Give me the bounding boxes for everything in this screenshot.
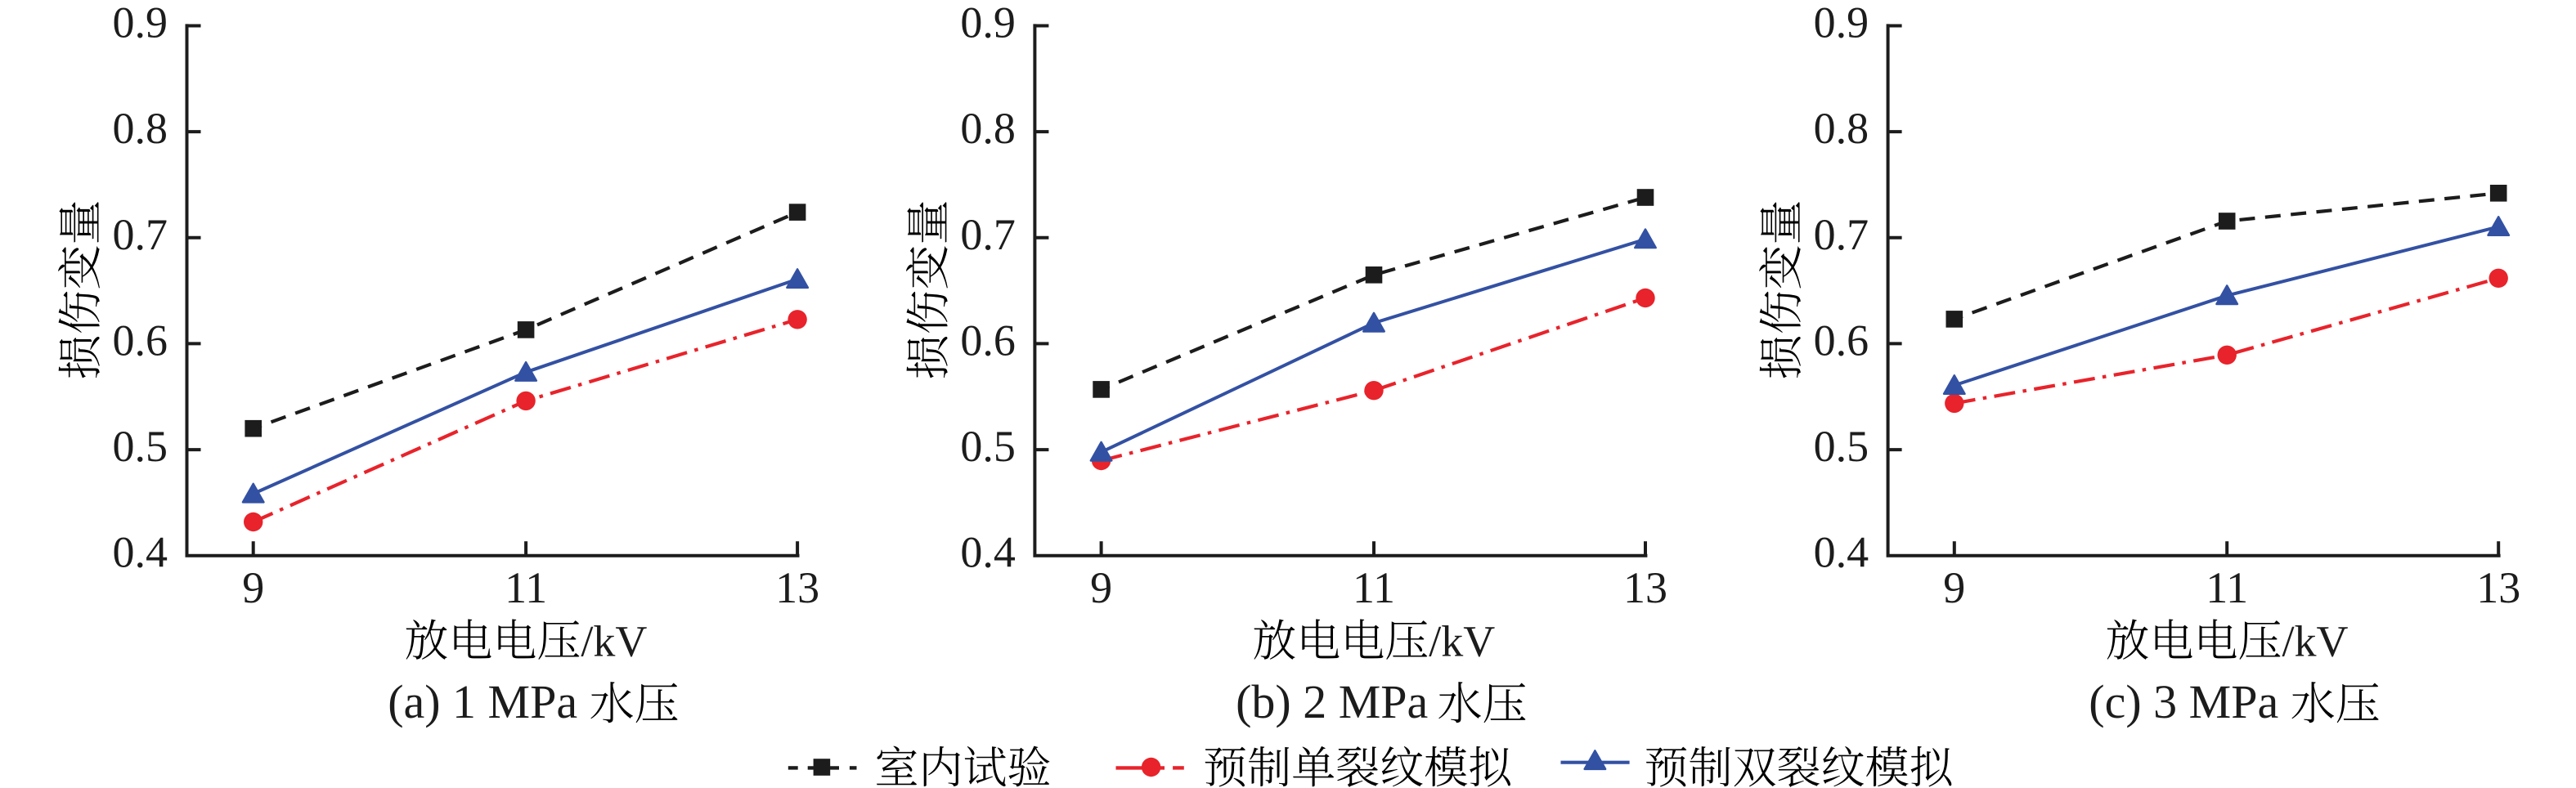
svg-text:0.9: 0.9 — [113, 0, 168, 47]
svg-text:(a) 1 MPa: (a) 1 MPa — [388, 675, 577, 728]
svg-text:13: 13 — [2476, 563, 2520, 612]
svg-text:9: 9 — [1943, 563, 1965, 612]
svg-text:/kV: /kV — [581, 617, 647, 666]
svg-text:0.6: 0.6 — [960, 316, 1016, 365]
svg-text:0.8: 0.8 — [960, 104, 1016, 153]
svg-text:0.9: 0.9 — [960, 0, 1016, 47]
svg-text:0.6: 0.6 — [113, 316, 168, 365]
svg-text:0.5: 0.5 — [960, 422, 1016, 471]
svg-text:(b) 2 MPa: (b) 2 MPa — [1236, 675, 1428, 728]
svg-text:/kV: /kV — [2282, 617, 2349, 666]
svg-text:0.5: 0.5 — [113, 422, 168, 471]
svg-text:11: 11 — [2206, 563, 2248, 612]
svg-text:0.8: 0.8 — [113, 104, 168, 153]
svg-text:0.4: 0.4 — [960, 528, 1016, 577]
svg-text:0.7: 0.7 — [113, 210, 168, 259]
svg-text:0.7: 0.7 — [1814, 210, 1869, 259]
svg-text:9: 9 — [1090, 563, 1112, 612]
svg-text:0.5: 0.5 — [1814, 422, 1869, 471]
svg-text:/kV: /kV — [1429, 617, 1495, 666]
svg-text:0.6: 0.6 — [1814, 316, 1869, 365]
svg-text:13: 13 — [1623, 563, 1667, 612]
svg-text:0.7: 0.7 — [960, 210, 1016, 259]
svg-text:0.8: 0.8 — [1814, 104, 1869, 153]
svg-text:11: 11 — [1353, 563, 1395, 612]
svg-text:13: 13 — [775, 563, 819, 612]
svg-text:(c) 3 MPa: (c) 3 MPa — [2089, 675, 2278, 728]
svg-text:11: 11 — [505, 563, 547, 612]
svg-text:0.4: 0.4 — [1814, 528, 1869, 577]
svg-text:9: 9 — [242, 563, 264, 612]
svg-text:0.4: 0.4 — [113, 528, 168, 577]
svg-text:0.9: 0.9 — [1814, 0, 1869, 47]
